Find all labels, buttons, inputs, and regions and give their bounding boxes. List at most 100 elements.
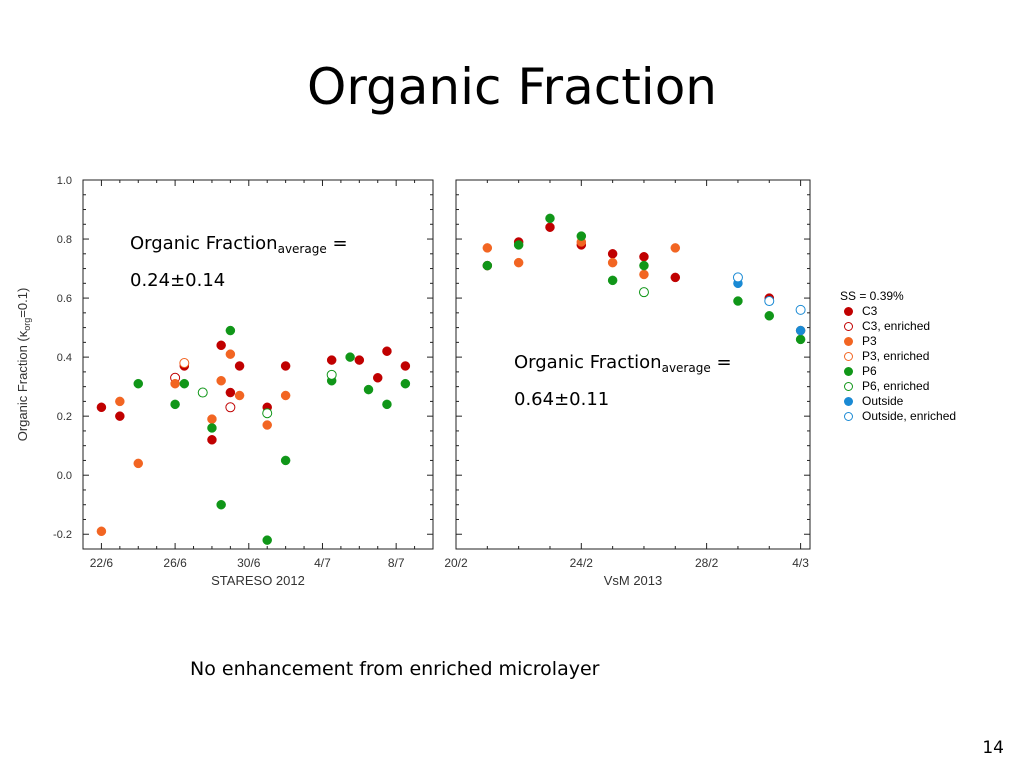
data-point xyxy=(764,311,775,321)
data-point xyxy=(115,411,125,421)
legend-item: Outside, enriched xyxy=(840,409,956,424)
panel-frame xyxy=(82,179,434,550)
data-point xyxy=(262,408,273,419)
data-point xyxy=(382,399,392,410)
annotation-stareso-sub: average xyxy=(277,242,327,256)
legend-label: C3 xyxy=(862,304,878,318)
legend-marker xyxy=(844,337,853,346)
legend-label: P6 xyxy=(862,364,877,378)
data-point xyxy=(225,387,236,398)
data-point xyxy=(638,287,649,298)
data-point xyxy=(482,260,493,271)
data-point xyxy=(795,334,806,345)
legend-title: SS = 0.39% xyxy=(840,289,904,303)
data-point xyxy=(670,243,681,253)
data-point xyxy=(733,296,743,306)
data-point xyxy=(576,231,587,241)
data-point xyxy=(133,458,144,469)
data-point xyxy=(225,325,236,336)
annotation-vsm: Organic Fractionaverage = 0.64±0.11 xyxy=(514,347,732,416)
legend-item: C3 xyxy=(840,304,956,319)
legend-label: P6, enriched xyxy=(862,379,930,393)
legend-label: C3, enriched xyxy=(862,319,931,333)
x-tick-label: 4/7 xyxy=(314,556,331,570)
data-point xyxy=(513,240,524,250)
data-point xyxy=(326,369,337,380)
data-point xyxy=(234,361,245,371)
annotation-vsm-tail: = xyxy=(710,352,732,373)
legend-marker xyxy=(844,397,853,406)
data-point xyxy=(207,435,217,445)
data-point xyxy=(96,402,107,413)
legend: SS = 0.39% C3 C3, enriched P3 P3, enriched P… xyxy=(840,288,956,424)
x-tick-label: 24/2 xyxy=(570,556,594,570)
data-point xyxy=(607,275,618,286)
x-tick-label: 20/2 xyxy=(444,556,468,570)
x-tick-label: 8/7 xyxy=(388,556,405,570)
data-point xyxy=(216,499,226,510)
data-point xyxy=(795,304,806,315)
data-point xyxy=(639,260,649,271)
data-point xyxy=(732,272,743,283)
page-number: 14 xyxy=(982,738,1004,758)
panel-frame xyxy=(455,179,811,550)
data-point xyxy=(607,249,618,259)
data-point xyxy=(764,296,775,307)
legend-marker xyxy=(844,412,853,421)
y-tick-label: 0.0 xyxy=(57,470,72,482)
y-tick-label: 0.6 xyxy=(57,293,72,305)
y-tick-label: 1.0 xyxy=(57,175,72,187)
data-point xyxy=(280,455,291,466)
y-tick-label: 0.8 xyxy=(57,234,72,246)
footnote: No enhancement from enriched microlayer xyxy=(190,658,600,680)
data-point xyxy=(607,257,618,268)
legend-label: Outside xyxy=(862,394,904,408)
x-axis-label: VsM 2013 xyxy=(604,573,663,588)
legend-marker xyxy=(844,367,853,376)
data-point xyxy=(207,423,217,433)
y-axis-label: Organic Fraction (κorg=0.1) xyxy=(15,288,32,442)
scatter-chart: Organic Fraction (κorg=0.1) 1.0 0.8 0.6 0.4 0… xyxy=(15,175,811,588)
legend-marker xyxy=(844,322,853,331)
data-point xyxy=(216,375,226,386)
data-point xyxy=(545,213,555,224)
y-tick-label: 0.2 xyxy=(57,411,72,423)
data-point xyxy=(354,355,365,365)
data-point xyxy=(482,243,493,253)
y-tick-label: 0.4 xyxy=(57,352,72,364)
data-point xyxy=(280,390,291,401)
x-axis-label: STARESO 2012 xyxy=(211,573,305,588)
data-point xyxy=(363,384,374,395)
data-point xyxy=(216,340,226,351)
data-point xyxy=(197,387,208,398)
data-point xyxy=(234,390,245,401)
data-point xyxy=(795,325,806,336)
data-point xyxy=(326,355,337,365)
data-point xyxy=(280,361,291,371)
legend-label: P3, enriched xyxy=(862,349,930,363)
data-point xyxy=(372,373,383,383)
legend-label: Outside, enriched xyxy=(862,409,957,423)
annotation-stareso-tail: = xyxy=(326,233,348,254)
legend-item: P6, enriched xyxy=(840,379,956,394)
data-point xyxy=(170,399,180,410)
data-point xyxy=(179,358,190,369)
x-tick-label: 26/6 xyxy=(163,556,187,570)
legend-items: C3 C3, enriched P3 P3, enriched P6 P6, enrich… xyxy=(840,304,956,424)
data-point xyxy=(115,396,125,407)
x-tick-label: 30/6 xyxy=(237,556,261,570)
annotation-vsm-main: Organic Fraction xyxy=(514,352,662,373)
legend-marker xyxy=(844,352,853,361)
annotation-stareso: Organic Fractionaverage = 0.24±0.14 xyxy=(130,228,348,297)
data-point xyxy=(400,378,411,389)
data-point xyxy=(262,535,272,545)
data-point xyxy=(170,378,180,389)
data-point xyxy=(225,349,236,359)
legend-label: P3 xyxy=(862,334,877,348)
data-point xyxy=(345,352,355,362)
data-point xyxy=(670,272,681,283)
annotation-vsm-sub: average xyxy=(661,361,711,375)
legend-marker xyxy=(844,382,853,391)
legend-item: P3, enriched xyxy=(840,349,956,364)
data-point xyxy=(179,378,190,389)
